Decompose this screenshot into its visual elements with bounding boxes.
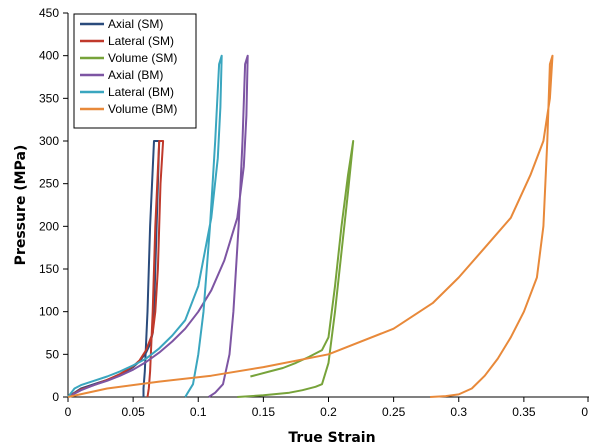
y-tick-label: 200 [39, 219, 59, 233]
y-tick-label: 0 [52, 390, 59, 404]
y-tick-label: 350 [39, 91, 59, 105]
x-tick-label: 0.05 [121, 405, 145, 419]
y-tick-label: 300 [39, 134, 59, 148]
legend-label: Volume (SM) [108, 51, 177, 65]
y-tick-label: 250 [39, 177, 59, 191]
x-tick-label: 0 [581, 405, 588, 419]
series-line [67, 54, 554, 398]
y-axis-title: Pressure (MPa) [13, 145, 29, 266]
legend-label: Volume (BM) [108, 102, 177, 116]
x-tick-label: 0.15 [252, 405, 276, 419]
legend: Axial (SM) Lateral (SM) Volume (SM) Axial (… [73, 13, 197, 129]
y-tick-label: 100 [39, 305, 59, 319]
y-tick-label: 400 [39, 49, 59, 63]
x-tick-label: 0.1 [190, 405, 207, 419]
series-lines [67, 54, 554, 398]
x-axis-title: True Strain [288, 430, 375, 446]
series-line [67, 54, 249, 398]
y-tick-label: 450 [39, 6, 59, 20]
legend-label: Lateral (SM) [108, 34, 174, 48]
x-tick-label: 0.3 [450, 405, 467, 419]
y-tick-label: 150 [39, 262, 59, 276]
legend-label: Axial (SM) [108, 17, 163, 31]
x-tick-label: 0.2 [320, 405, 337, 419]
y-tick-label: 50 [46, 347, 60, 361]
tick-labels: 0 50 100 150 200 250 300 350 400 450 0 0.05 0.1 0.15 0… [39, 6, 588, 419]
tick-marks [63, 12, 589, 402]
x-tick-label: 0 [65, 405, 72, 419]
series-line [237, 140, 355, 398]
legend-label: Axial (BM) [108, 68, 163, 82]
x-tick-label: 0.35 [512, 405, 536, 419]
series-line [67, 54, 223, 398]
legend-label: Lateral (BM) [108, 85, 174, 99]
x-tick-label: 0.25 [382, 405, 406, 419]
